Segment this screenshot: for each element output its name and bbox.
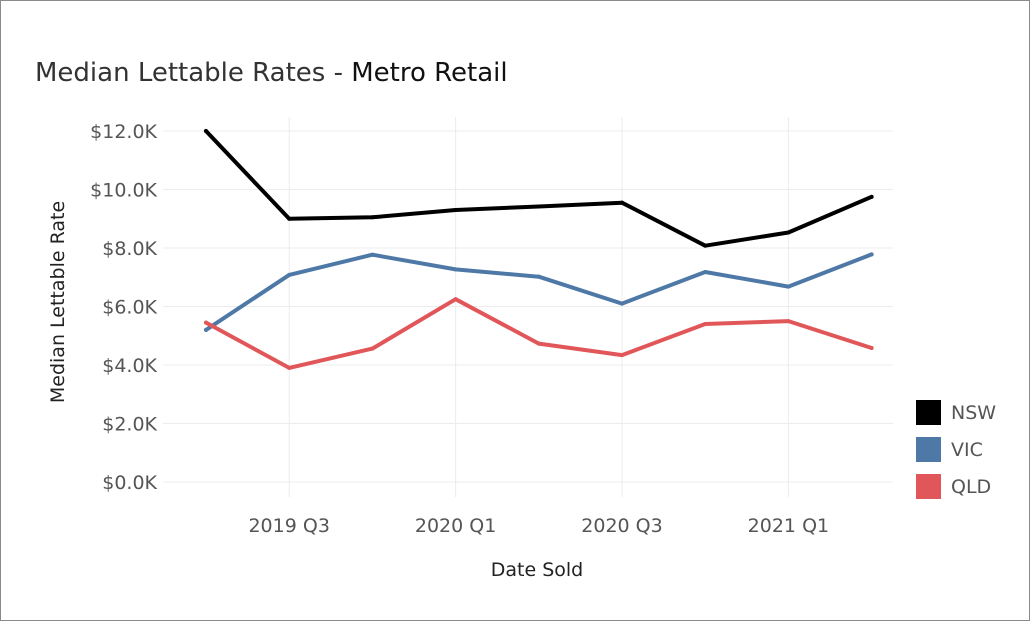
data-point-nsw	[453, 207, 458, 212]
y-axis-ticks: $0.0K $2.0K $4.0K $6.0K $8.0K $10.0K $12.0K	[90, 121, 157, 494]
data-point-qld	[869, 346, 874, 351]
y-tick-label: $6.0K	[102, 297, 157, 319]
legend-label: QLD	[951, 475, 992, 498]
x-tick-label: 2019 Q3	[248, 515, 329, 537]
data-point-nsw	[703, 243, 708, 248]
legend-swatch	[916, 437, 941, 462]
data-point-nsw	[786, 230, 791, 235]
data-point-qld	[287, 365, 292, 370]
x-axis-ticks: 2019 Q3 2020 Q1 2020 Q3 2021 Q1	[248, 515, 829, 537]
series-lines	[204, 129, 874, 370]
legend-swatch	[916, 474, 941, 499]
y-axis-title: Median Lettable Rate	[47, 201, 69, 403]
series-line-qld	[204, 297, 874, 370]
chart-legend: NSW VIC QLD	[916, 394, 996, 505]
data-point-qld	[620, 353, 624, 358]
data-point-nsw	[287, 216, 292, 221]
data-point-qld	[370, 346, 375, 351]
data-point-vic	[453, 267, 458, 272]
legend-label: NSW	[951, 401, 997, 424]
data-point-vic	[287, 272, 292, 277]
series-line-nsw	[204, 129, 874, 248]
data-point-vic	[703, 269, 708, 274]
data-point-nsw	[204, 129, 208, 133]
x-tick-label: 2020 Q1	[415, 515, 496, 537]
data-point-vic	[786, 284, 791, 289]
y-tick-label: $12.0K	[90, 121, 157, 143]
data-point-qld	[536, 341, 541, 346]
x-axis-title: Date Sold	[491, 559, 583, 581]
legend-item-qld: QLD	[916, 468, 996, 505]
data-point-qld	[703, 322, 708, 327]
grid-lines	[163, 117, 893, 497]
data-point-qld	[204, 320, 208, 325]
y-tick-label: $8.0K	[102, 238, 157, 260]
data-point-vic	[536, 274, 541, 279]
data-point-vic	[869, 252, 874, 257]
data-point-nsw	[536, 204, 541, 209]
y-tick-label: $4.0K	[102, 355, 157, 377]
data-point-vic	[370, 252, 375, 257]
legend-swatch	[916, 400, 941, 425]
y-tick-label: $0.0K	[102, 472, 157, 494]
x-tick-label: 2021 Q1	[748, 515, 829, 537]
chart-title-prefix: Median Lettable Rates -	[35, 58, 352, 88]
data-point-vic	[620, 301, 624, 306]
chart-title-subject: Metro Retail	[351, 58, 508, 88]
x-tick-label: 2020 Q3	[581, 515, 662, 537]
data-point-nsw	[370, 215, 375, 220]
legend-item-nsw: NSW	[916, 394, 996, 431]
y-tick-label: $2.0K	[102, 414, 157, 436]
data-point-vic	[204, 327, 208, 332]
y-tick-label: $10.0K	[90, 180, 157, 202]
data-point-qld	[786, 319, 791, 324]
data-point-nsw	[620, 200, 624, 205]
data-point-qld	[453, 297, 458, 302]
series-line-vic	[204, 252, 874, 332]
data-point-nsw	[869, 194, 874, 199]
legend-item-vic: VIC	[916, 431, 996, 468]
legend-label: VIC	[951, 438, 983, 461]
chart-title: Median Lettable Rates - Metro Retail	[35, 58, 508, 88]
